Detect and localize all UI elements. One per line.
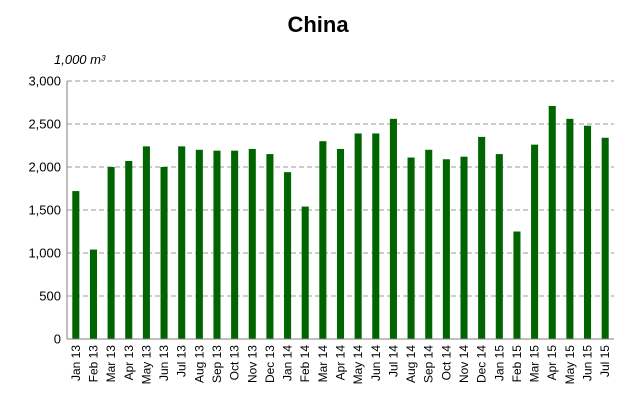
y-tick-label: 1,500	[28, 203, 61, 218]
x-tick-label: Mar 13	[104, 345, 118, 383]
bar	[125, 161, 132, 339]
bar	[408, 158, 415, 339]
x-axis-ticks: Jan 13 Feb 13 Mar 13 Apr 13 May 13 Jun 13 Jul …	[69, 345, 612, 385]
x-tick-label: Jan 15	[492, 345, 506, 381]
bar	[143, 146, 150, 339]
bar	[178, 146, 185, 339]
x-tick-label: Aug 14	[404, 345, 418, 383]
y-axis-unit-label: 1,000 m³	[54, 52, 106, 67]
x-tick-label: Nov 13	[245, 345, 259, 383]
x-tick-label: Jan 13	[69, 345, 83, 381]
x-tick-label: Mar 14	[316, 345, 330, 383]
bar	[72, 191, 79, 339]
bar	[531, 145, 538, 339]
y-tick-label: 0	[54, 332, 61, 347]
x-tick-label: Apr 15	[545, 345, 559, 381]
y-tick-label: 500	[39, 289, 61, 304]
x-tick-label: Feb 14	[298, 345, 312, 383]
bar	[90, 250, 97, 339]
x-tick-label: Jul 14	[386, 345, 400, 377]
bar	[584, 126, 591, 339]
bar	[355, 133, 362, 339]
bar	[372, 133, 379, 339]
bar	[249, 149, 256, 339]
x-tick-label: Feb 15	[510, 345, 524, 383]
x-tick-label: May 15	[563, 345, 577, 385]
bar	[319, 141, 326, 339]
bar	[213, 151, 220, 339]
x-tick-label: Apr 13	[122, 345, 136, 381]
bar	[161, 167, 168, 339]
x-tick-label: Jun 14	[369, 345, 383, 381]
bar	[496, 154, 503, 339]
x-tick-label: Jan 14	[281, 345, 295, 381]
bar	[390, 119, 397, 339]
x-tick-label: May 13	[139, 345, 153, 385]
x-tick-label: Jul 13	[175, 345, 189, 377]
bar	[602, 138, 609, 339]
x-tick-label: Dec 13	[263, 345, 277, 383]
y-tick-label: 3,000	[28, 74, 61, 89]
x-tick-label: Oct 13	[228, 345, 242, 381]
bar	[549, 106, 556, 339]
bar	[108, 167, 115, 339]
x-tick-label: Sep 14	[422, 345, 436, 383]
x-tick-label: Aug 13	[192, 345, 206, 383]
bar	[460, 157, 467, 339]
bar	[302, 207, 309, 339]
x-tick-label: Nov 14	[457, 345, 471, 383]
bar	[425, 150, 432, 339]
bar	[196, 150, 203, 339]
bar	[513, 232, 520, 340]
bars	[72, 106, 608, 339]
x-tick-label: Sep 13	[210, 345, 224, 383]
bar	[478, 137, 485, 339]
x-tick-label: Oct 14	[439, 345, 453, 381]
y-tick-label: 2,000	[28, 160, 61, 175]
bar	[566, 119, 573, 339]
x-tick-label: Dec 14	[475, 345, 489, 383]
x-tick-label: Apr 14	[334, 345, 348, 381]
bar	[337, 149, 344, 339]
x-tick-label: Jul 15	[598, 345, 612, 377]
bar	[443, 159, 450, 339]
x-tick-label: Jun 15	[581, 345, 595, 381]
x-tick-label: Jun 13	[157, 345, 171, 381]
chart-title: China	[287, 12, 349, 37]
y-axis-ticks: 0 500 1,000 1,500 2,000 2,500 3,000	[28, 74, 61, 347]
bar	[231, 151, 238, 339]
x-tick-label: May 14	[351, 345, 365, 385]
y-tick-label: 2,500	[28, 117, 61, 132]
x-tick-label: Feb 13	[86, 345, 100, 383]
bar	[266, 154, 273, 339]
bar	[284, 172, 291, 339]
y-tick-label: 1,000	[28, 246, 61, 261]
x-tick-label: Mar 15	[528, 345, 542, 383]
